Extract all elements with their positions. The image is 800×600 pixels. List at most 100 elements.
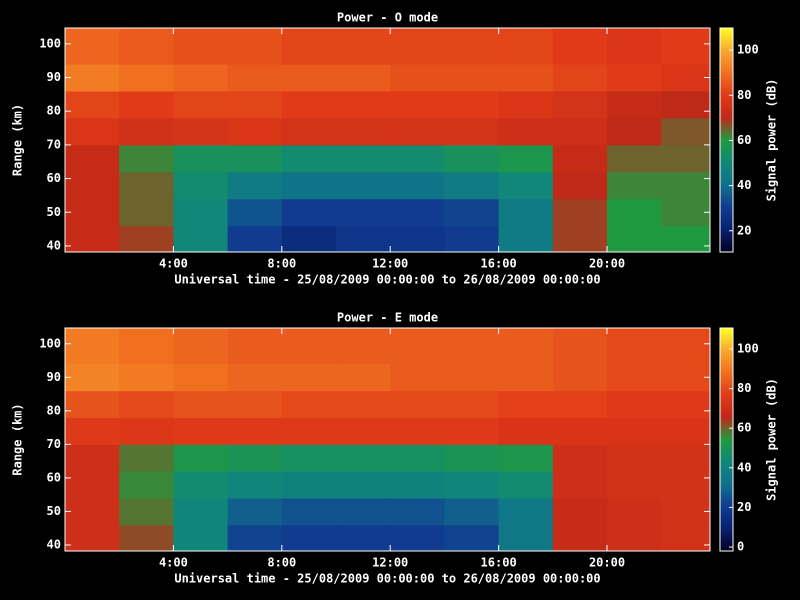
heatmap-cell xyxy=(444,225,500,253)
heatmap-cell xyxy=(661,328,711,365)
heatmap-cell xyxy=(65,198,120,227)
heatmap-cell xyxy=(227,198,283,227)
heatmap-cell xyxy=(390,328,445,365)
heatmap-cell xyxy=(336,390,391,419)
heatmap-cell xyxy=(65,444,120,472)
heatmap-cell xyxy=(227,444,283,472)
heatmap-cell xyxy=(390,498,445,526)
heatmap-cell xyxy=(390,64,445,92)
heatmap-cell xyxy=(281,117,337,146)
heatmap-cell xyxy=(227,225,283,253)
heatmap-cell xyxy=(65,471,120,499)
y-tick-label: 40 xyxy=(47,537,61,551)
heatmap-cell xyxy=(661,444,711,472)
heatmap-cell xyxy=(281,524,337,552)
x-tick-label: 12:00 xyxy=(372,257,408,271)
colorbar-tick-label: 0 xyxy=(737,540,744,554)
colorbar-tick-label: 60 xyxy=(737,421,751,435)
x-tick-label: 8:00 xyxy=(267,257,296,271)
heatmap-cell xyxy=(607,363,662,392)
heatmap-cell xyxy=(552,498,608,526)
heatmap-cell xyxy=(661,117,711,146)
heatmap-cell xyxy=(173,390,229,419)
heatmap-cell xyxy=(498,144,554,173)
heatmap-cell xyxy=(281,444,337,472)
heatmap-cell xyxy=(390,524,445,552)
heatmap-cell xyxy=(552,328,608,365)
heatmap-cell xyxy=(390,417,445,445)
heatmap-cell xyxy=(661,524,711,552)
heatmap-cell xyxy=(119,328,174,365)
x-tick-label: 12:00 xyxy=(372,556,408,570)
heatmap-cell xyxy=(498,444,554,472)
heatmap-cell xyxy=(444,90,500,119)
heatmap-cell xyxy=(281,144,337,173)
heatmap-cell xyxy=(444,417,500,445)
heatmap-cell xyxy=(336,417,391,445)
heatmap-cell xyxy=(227,328,283,365)
colorbar-tick-label: 20 xyxy=(737,223,751,237)
heatmap-cell xyxy=(65,498,120,526)
heatmap-cell xyxy=(65,117,120,146)
heatmap-cell xyxy=(661,64,711,92)
heatmap-cell xyxy=(552,144,608,173)
y-tick-label: 60 xyxy=(47,171,61,185)
colorbar-tick-label: 100 xyxy=(737,43,759,57)
heatmap-cell xyxy=(173,225,229,253)
heatmap-cell xyxy=(607,117,662,146)
y-tick-label: 90 xyxy=(47,70,61,84)
heatmap-cell xyxy=(552,117,608,146)
heatmap-cell xyxy=(119,90,174,119)
heatmap-cell xyxy=(390,90,445,119)
heatmap-cell xyxy=(390,171,445,200)
y-tick-label: 40 xyxy=(47,238,61,252)
heatmap-cell xyxy=(227,144,283,173)
heatmap-cell xyxy=(390,225,445,253)
heatmap-cell xyxy=(173,198,229,227)
colorbar-tick-label: 40 xyxy=(737,178,751,192)
heatmap-cell xyxy=(444,471,500,499)
heatmap-cell xyxy=(661,28,711,65)
heatmap-cell xyxy=(227,117,283,146)
colorbar-tick-label: 80 xyxy=(737,381,751,395)
heatmap-cell xyxy=(498,390,554,419)
heatmap-cell xyxy=(661,198,711,227)
heatmap-cell xyxy=(661,225,711,253)
heatmap-cell xyxy=(498,524,554,552)
heatmap-cell xyxy=(119,171,174,200)
heatmap-cell xyxy=(281,328,337,365)
heatmap-cell xyxy=(552,90,608,119)
y-tick-label: 50 xyxy=(47,504,61,518)
heatmap-cell xyxy=(281,417,337,445)
heatmap-cell xyxy=(552,390,608,419)
heatmap-cell xyxy=(498,498,554,526)
y-tick-label: 70 xyxy=(47,137,61,151)
heatmap-cell xyxy=(119,144,174,173)
heatmap-cell xyxy=(281,498,337,526)
heatmap-cell xyxy=(336,28,391,65)
heatmap-cell xyxy=(281,363,337,392)
heatmap-cell xyxy=(661,144,711,173)
heatmap-cell xyxy=(65,225,120,253)
heatmap-cell xyxy=(498,198,554,227)
heatmap-cell xyxy=(607,498,662,526)
colorbar-tick-label: 60 xyxy=(737,133,751,147)
heatmap-cell xyxy=(281,64,337,92)
y-axis-label: Range (km) xyxy=(11,104,25,176)
heatmap-cell xyxy=(444,117,500,146)
heatmap-cell xyxy=(336,171,391,200)
heatmap-cell xyxy=(119,117,174,146)
heatmap-cell xyxy=(444,198,500,227)
heatmap-cell xyxy=(65,171,120,200)
heatmap-cell xyxy=(336,198,391,227)
heatmap-cell xyxy=(607,198,662,227)
heatmap-cell xyxy=(173,471,229,499)
colorbar-label: Signal power (dB) xyxy=(765,378,779,501)
heatmap-cell xyxy=(607,524,662,552)
panel-title: Power - O mode xyxy=(337,11,438,25)
heatmap-cell xyxy=(227,524,283,552)
heatmap-cell xyxy=(65,64,120,92)
heatmap-cell xyxy=(444,144,500,173)
heatmap-cell xyxy=(336,225,391,253)
heatmap-cell xyxy=(444,328,500,365)
